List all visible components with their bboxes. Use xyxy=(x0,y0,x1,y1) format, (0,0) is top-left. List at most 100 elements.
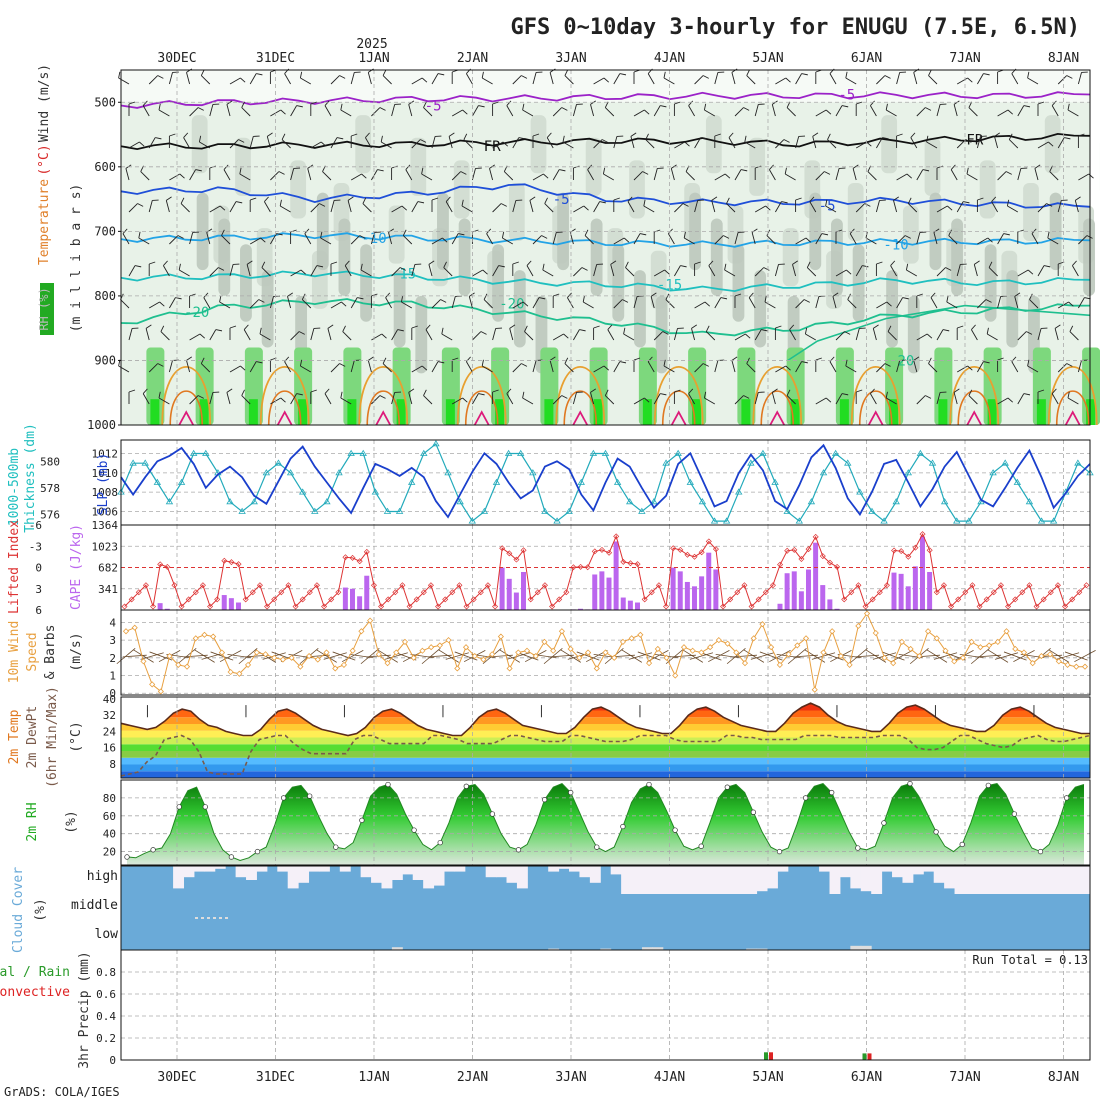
wind-barb-shaft xyxy=(118,365,130,373)
lifted-index-marker xyxy=(634,561,641,568)
wind-barb-shaft xyxy=(423,395,433,405)
wind-barb-feather xyxy=(1069,325,1074,332)
wind-barb-shaft xyxy=(876,363,886,373)
wind-barb xyxy=(711,196,718,213)
rh-tick-label: 20 xyxy=(103,846,116,859)
slp-marker xyxy=(274,459,283,466)
rh-tick-label: 80 xyxy=(103,792,116,805)
wind-barb-feather xyxy=(948,229,952,236)
wind-barb-feather xyxy=(280,397,286,403)
lifted-index-tick-label: 3 xyxy=(35,583,42,596)
lifted-index-marker xyxy=(862,603,869,610)
cape-bar xyxy=(506,578,512,610)
cloud-clear-high xyxy=(892,866,903,878)
wind-barb xyxy=(731,356,738,373)
wind-barb xyxy=(330,199,341,213)
wind-barb xyxy=(266,132,273,149)
wind-barb xyxy=(246,260,253,277)
x-tick-label-bottom: 7JAN xyxy=(949,1070,980,1085)
wind-barb-feather xyxy=(437,361,445,364)
wind-barb xyxy=(203,292,211,309)
temp-contour-35 xyxy=(375,410,392,426)
wind-barb-shaft xyxy=(138,237,150,245)
wind-barb-feather xyxy=(644,109,650,115)
slp-tick-label: 1008 xyxy=(92,486,119,499)
lifted-index-marker xyxy=(1083,582,1090,589)
wind-barb-shaft xyxy=(502,237,514,245)
wind-speed-marker xyxy=(611,654,618,661)
wind-barb xyxy=(896,71,907,85)
wind-barb-feather xyxy=(320,231,323,239)
wind-barb-feather xyxy=(564,357,569,364)
cloud-clear-high xyxy=(912,866,924,875)
temp-contour-25 xyxy=(259,366,310,426)
wind-barb xyxy=(674,141,690,149)
wind-barb xyxy=(259,327,271,341)
slp-marker xyxy=(298,488,307,495)
wind-barb-feather xyxy=(805,237,812,243)
wind-barb-feather xyxy=(310,389,317,393)
rh-patch xyxy=(634,270,646,348)
wind-barb-10m-shaft xyxy=(787,648,807,665)
slp-marker xyxy=(722,517,731,524)
wind-speed-marker xyxy=(384,660,391,667)
slp-marker xyxy=(892,498,900,505)
wind-barb-10m-shaft xyxy=(865,649,887,663)
wind-barb-shaft xyxy=(775,365,787,373)
wind-barb xyxy=(431,361,445,373)
wind-barb-shaft xyxy=(290,393,297,405)
wind-barb-shaft xyxy=(694,301,706,309)
wind-barb-feather xyxy=(769,164,774,170)
cloud-low-bar xyxy=(652,947,664,950)
wind-barb-shaft xyxy=(731,360,736,373)
wind-barb-shaft xyxy=(270,171,280,181)
wind-barb-shaft xyxy=(261,267,271,277)
wind-barb-shaft xyxy=(593,201,600,213)
wind-barb-shaft xyxy=(746,363,756,373)
wind-barb xyxy=(607,324,615,341)
y-tick-label: 500 xyxy=(94,95,116,109)
wind-barb xyxy=(916,231,927,245)
wind-barb-feather xyxy=(906,173,913,179)
precip-frame xyxy=(120,949,1091,1061)
cape-bar xyxy=(499,567,505,610)
wind-barb xyxy=(953,388,960,405)
wind-barb-shaft xyxy=(1017,331,1027,341)
wind-barb-10m-shaft xyxy=(689,652,714,660)
wind-barb xyxy=(926,135,938,149)
wind-10m-axis-label: 10m Wind xyxy=(7,621,22,684)
wind-barb-feather xyxy=(839,167,846,169)
wind-barb-shaft xyxy=(792,264,797,277)
wind-barb-shaft xyxy=(461,205,473,213)
x-tick-label-bottom: 8JAN xyxy=(1048,1070,1079,1085)
wind-barb-feather xyxy=(610,260,617,265)
series-thickness-line xyxy=(120,443,1091,519)
wind-barb-shaft xyxy=(241,395,251,405)
wind-barb-shaft xyxy=(754,392,759,405)
slp-marker xyxy=(831,449,840,456)
wind-barb-feather xyxy=(785,77,791,83)
wind-barb-feather xyxy=(152,199,159,201)
wind-barb-10m xyxy=(445,652,469,660)
wind-speed-marker xyxy=(567,645,574,653)
wind-barb xyxy=(158,391,170,405)
wind-barb-feather xyxy=(481,359,484,367)
wind-barb xyxy=(572,391,583,405)
wind-barb-feather xyxy=(417,201,425,204)
wind-barb xyxy=(371,169,384,181)
wind-barb-shaft xyxy=(330,75,340,85)
wind-barb-shaft xyxy=(613,136,618,149)
wind-barb-shaft xyxy=(691,328,696,341)
wind-barb-shaft xyxy=(226,104,231,117)
wind-barb-shaft xyxy=(382,75,392,85)
wind-barb-shaft xyxy=(784,173,796,181)
lifted-index-marker xyxy=(563,589,570,596)
lifted-index-marker xyxy=(363,548,370,555)
wind-barb xyxy=(1029,293,1039,309)
slp-marker xyxy=(1013,478,1022,485)
lifted-index-marker xyxy=(777,561,784,568)
wind-barb-shaft xyxy=(728,137,736,149)
wind-barb xyxy=(674,265,687,277)
wind-barb-10m-shaft xyxy=(116,648,136,665)
wind-barb-shaft xyxy=(168,72,173,85)
